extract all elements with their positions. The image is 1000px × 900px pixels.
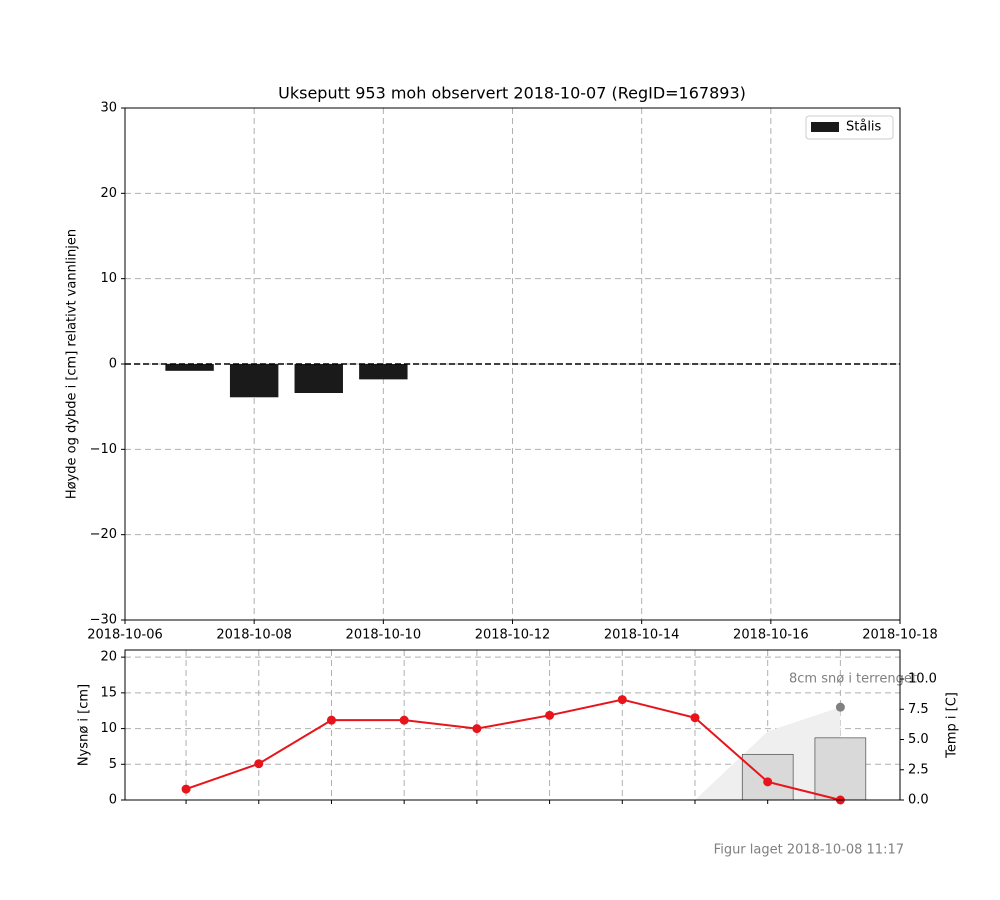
x-tick-label: 2018-10-06 [87,628,163,643]
y2-tick-label: 2.5 [908,762,929,777]
chart-title: Ukseputt 953 moh observert 2018-10-07 (R… [278,84,746,103]
temp-marker [472,724,482,734]
annotation: 8cm snø i terrenget [789,672,917,687]
temp-marker [763,777,773,787]
legend-label: Stålis [846,120,882,135]
x-tick-label: 2018-10-18 [862,628,938,643]
x-tick-label: 2018-10-10 [346,628,422,643]
plot-frame [124,649,901,801]
x-tick-label: 2018-10-08 [216,628,292,643]
snow-area [694,707,841,800]
y-tick-label: −10 [90,442,117,457]
bar [741,753,794,801]
y-tick-label: 0 [109,357,117,372]
temp-line [185,698,841,801]
bar [294,364,343,394]
y2-tick-label: 0.0 [908,793,929,808]
y-tick-label: −30 [90,613,117,628]
legend-swatch [811,122,839,132]
bar [814,737,867,801]
plot-frame [124,107,901,621]
y-tick-label: 5 [109,757,117,772]
bar [229,364,279,398]
y-tick-label: 20 [100,650,117,665]
y-tick-label: 10 [100,721,117,736]
footer: Figur laget 2018-10-08 11:17 [714,843,904,858]
y-tick-label: 10 [100,271,117,286]
temp-marker [545,710,555,720]
bar [359,364,408,380]
bar [165,364,214,371]
y-tick-label: 0 [109,793,117,808]
y-axis-label: Høyde og dybde i [cm] relativt vannlinje… [65,229,80,499]
y2-tick-label: 7.5 [908,702,929,717]
temp-marker [254,759,264,769]
temp-marker [399,715,409,725]
y2-tick-label: 10.0 [908,672,937,687]
temp-marker [326,715,336,725]
y2-axis-label: Temp i [C] [945,692,960,759]
temp-marker [690,713,700,723]
temp-marker [617,695,627,705]
y-tick-label: −20 [90,527,117,542]
snow-point [835,702,845,712]
y-tick-label: 20 [100,186,117,201]
x-tick-label: 2018-10-12 [475,628,551,643]
y2-tick-label: 5.0 [908,732,929,747]
y-tick-label: 15 [100,685,117,700]
legend-box [805,115,894,140]
temp-marker [181,784,191,794]
x-tick-label: 2018-10-14 [604,628,680,643]
y-axis-label: Nysnø i [cm] [77,684,92,766]
y-tick-label: 30 [100,101,117,116]
x-tick-label: 2018-10-16 [733,628,809,643]
